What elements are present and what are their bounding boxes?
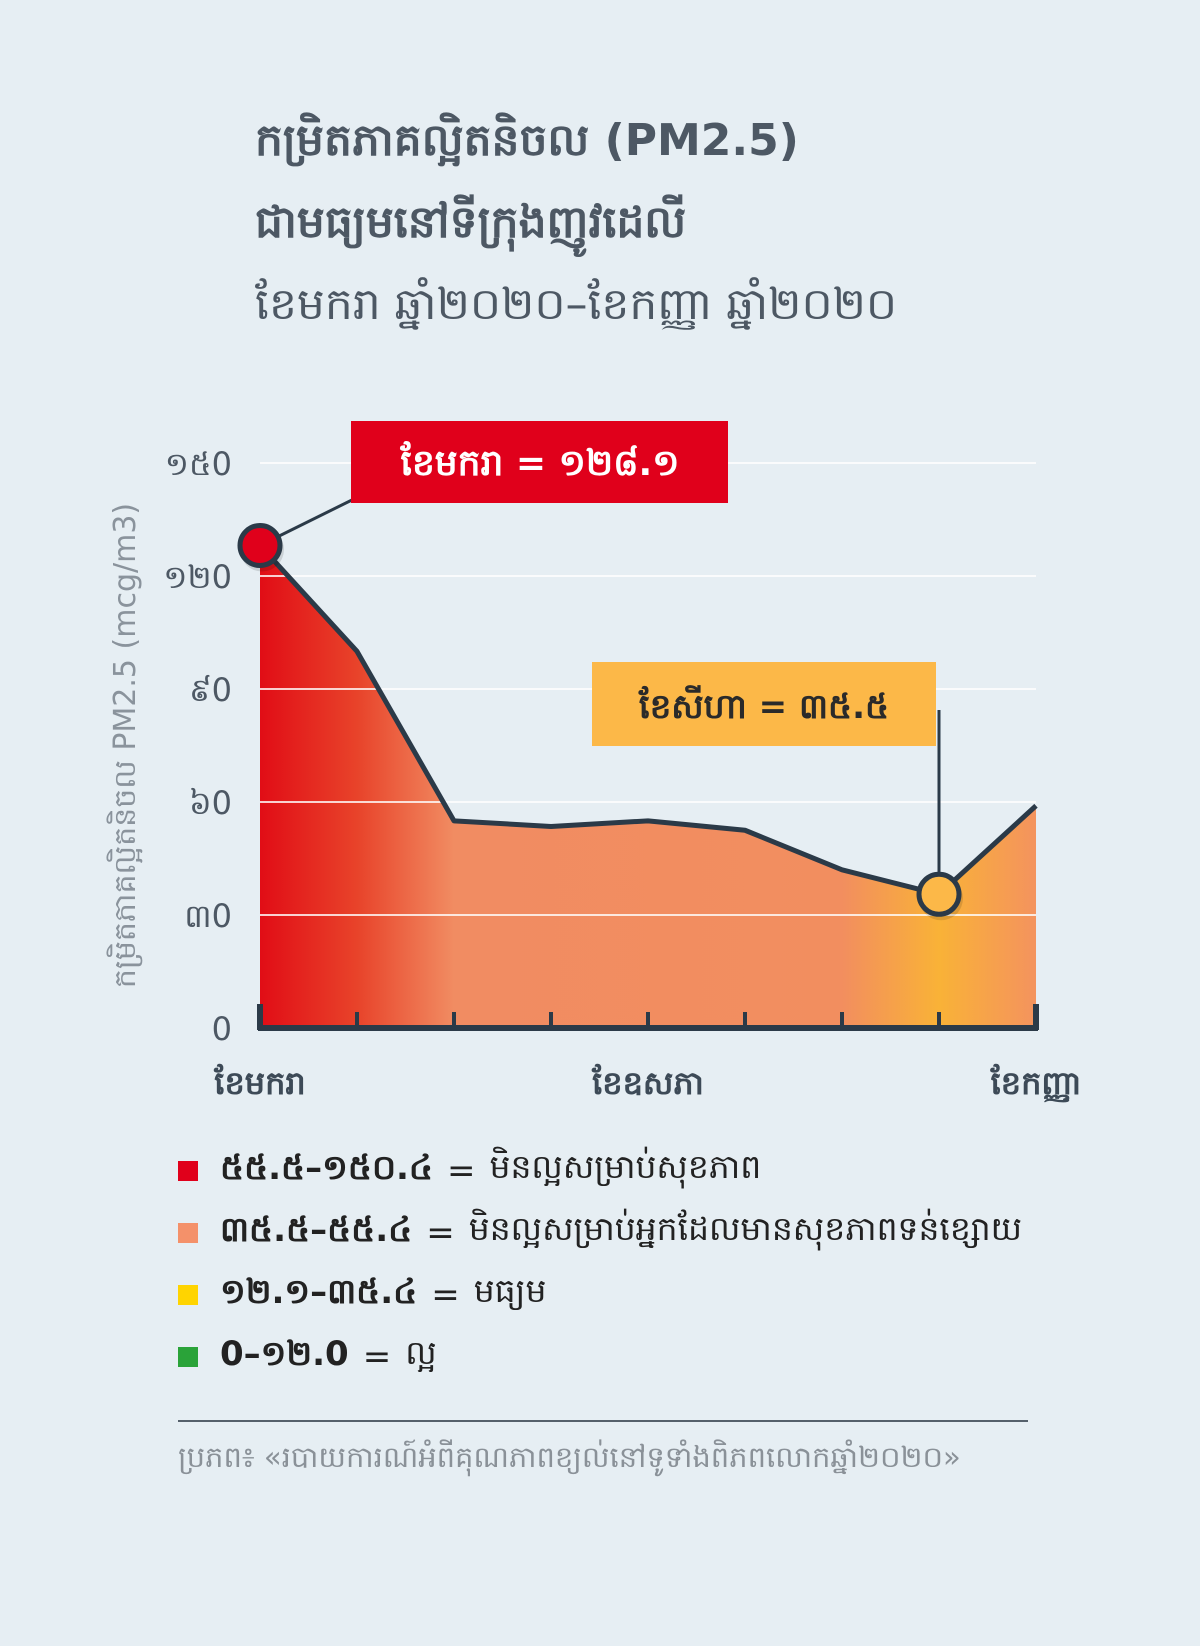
callout-text-august: ខែសីហា = ៣៥.៥ [638,685,889,727]
pm25-area-chart: 0 ៣0 ៦0 ៩0 ១២0 ១៥0 កម្រិតភាគល្អិតនិចល PM2.5 (m… [106,421,1082,1103]
title-line-3: ខែមករា ឆ្នាំ២០២០–ខែកញ្ញា ឆ្នាំ២០២០ [255,279,898,330]
callout-box-august [592,662,936,746]
legend-range: 0–១២.0 [220,1334,349,1374]
legend-desc: មិនល្អសម្រាប់អ្នកដែលមានសុខភាពទន់ខ្សោយ [468,1209,1023,1248]
title-line-2: ជាមធ្យមនៅទីក្រុងញូវដេលី [255,197,687,248]
chart-title: កម្រិតភាគល្អិតនិចល (PM2.5) ជាមធ្យមនៅទីក្… [255,100,1155,346]
legend-range: ៣៥.៥–៥៥.៤ [220,1210,413,1250]
source-divider [178,1420,1028,1422]
x-tick-label: ខែមករា [213,1063,305,1102]
legend-desc: មិនល្អសម្រាប់សុខភាព [489,1147,762,1186]
callout-box-january [351,421,728,503]
x-tick-label: ខែកញ្ញា [990,1063,1082,1103]
legend-swatch-red [178,1161,198,1181]
y-tick-label: ៣0 [184,897,232,935]
legend-item: ១២.១–៣៥.៤ = មធ្យម [178,1264,1022,1326]
y-axis-label: កម្រិតភាគល្អិតនិចល PM2.5 (mcg/m3) [106,503,143,988]
legend-equals: = [447,1151,476,1191]
legend-equals: = [431,1275,460,1315]
area-fill [260,545,1036,1028]
legend-desc: មធ្យម [473,1271,547,1310]
legend: ៥៥.៥–១៥០.៤ = មិនល្អសម្រាប់សុខភាព ៣៥.៥–៥៥… [178,1140,1022,1388]
legend-item: ៣៥.៥–៥៥.៤ = មិនល្អសម្រាប់អ្នកដែលមានសុខភា… [178,1202,1022,1264]
callout-text-january: ខែមករា = ១២៨.១ [400,441,680,484]
title-line-1: កម្រិតភាគល្អិតនិចល (PM2.5) [255,115,799,166]
legend-swatch-orange [178,1223,198,1243]
x-tick-label: ខែឧសភា [591,1063,704,1102]
legend-range: ១២.១–៣៥.៤ [220,1272,418,1312]
legend-equals: = [362,1337,392,1377]
y-tick-label: ១២0 [163,558,232,596]
legend-item: 0–១២.0 = ល្អ [178,1326,1022,1388]
y-tick-label: ៦0 [189,784,232,822]
legend-swatch-green [178,1347,198,1367]
series-line [258,543,1038,897]
marker-august [916,871,962,917]
legend-range: ៥៥.៥–១៥០.៤ [220,1148,433,1188]
source-note: ប្រភព៖ «របាយការណ៍អំពីគុណភាពខ្យល់នៅទូទាំង… [178,1440,961,1474]
legend-equals: = [426,1213,455,1253]
legend-swatch-yellow [178,1285,198,1305]
y-tick-label: ៩0 [189,671,232,709]
y-tick-label: ១៥0 [165,445,232,483]
legend-desc: ល្អ [405,1333,437,1372]
y-tick-label: 0 [212,1010,232,1048]
marker-january [237,522,283,568]
legend-item: ៥៥.៥–១៥០.៤ = មិនល្អសម្រាប់សុខភាព [178,1140,1022,1202]
